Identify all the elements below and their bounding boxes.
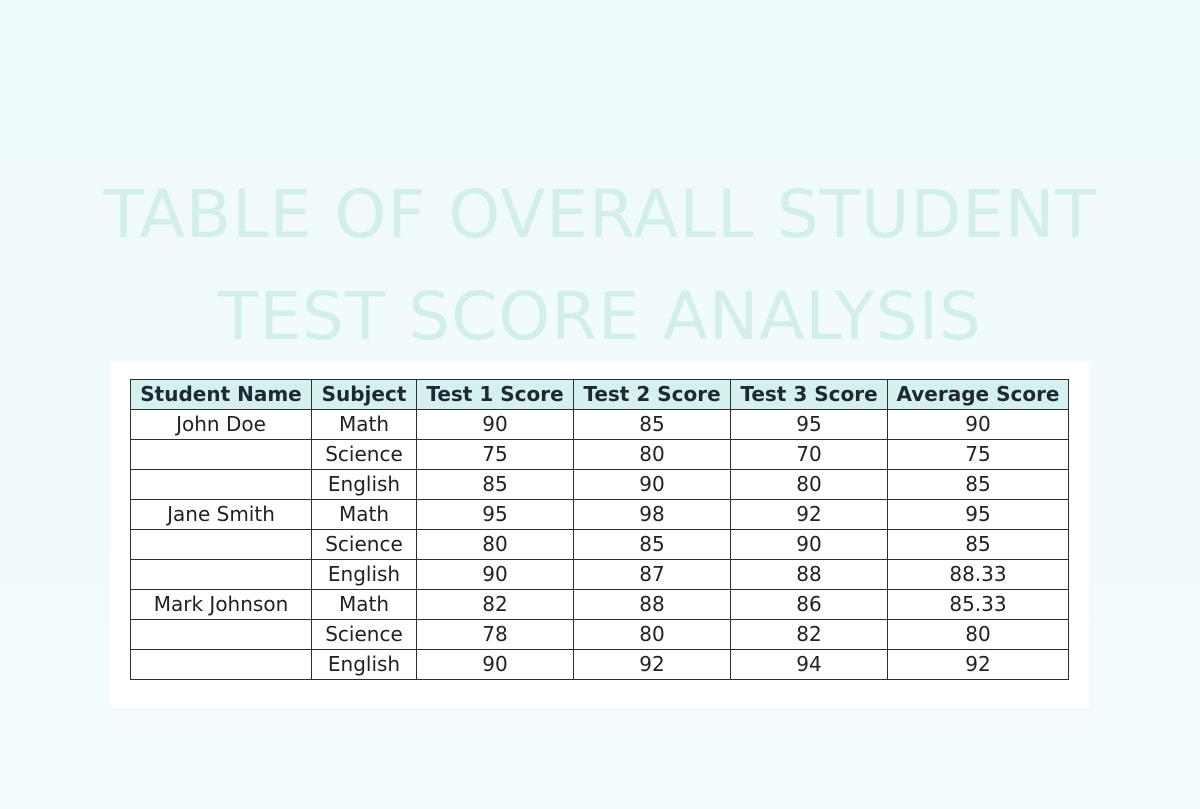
cell-test-1-score: 80 — [416, 529, 574, 560]
cell-test-1-score: 95 — [416, 499, 574, 530]
cell-test-2-score: 98 — [573, 499, 731, 530]
table-row: John Doe Math 90 85 95 90 — [130, 409, 1069, 440]
table-row: Science 75 80 70 75 — [130, 439, 1069, 470]
cell-test-2-score: 92 — [573, 649, 731, 680]
cell-test-3-score: 86 — [730, 589, 888, 620]
header-test-1-score: Test 1 Score — [416, 379, 574, 410]
cell-test-2-score: 80 — [573, 439, 731, 470]
cell-test-1-score: 85 — [416, 469, 574, 500]
cell-subject: Science — [311, 439, 417, 470]
cell-student-name — [130, 469, 312, 500]
cell-test-1-score: 90 — [416, 409, 574, 440]
cell-average-score: 85.33 — [887, 589, 1069, 620]
cell-test-2-score: 90 — [573, 469, 731, 500]
cell-test-3-score: 70 — [730, 439, 888, 470]
cell-subject: English — [311, 649, 417, 680]
cell-test-3-score: 88 — [730, 559, 888, 590]
cell-average-score: 85 — [887, 529, 1069, 560]
header-test-3-score: Test 3 Score — [730, 379, 888, 410]
cell-student-name: Jane Smith — [130, 499, 312, 530]
cell-student-name — [130, 649, 312, 680]
cell-subject: Math — [311, 409, 417, 440]
cell-student-name — [130, 619, 312, 650]
cell-average-score: 95 — [887, 499, 1069, 530]
page-title: TABLE OF OVERALL STUDENT TEST SCORE ANAL… — [0, 164, 1200, 368]
page-title-line-1: TABLE OF OVERALL STUDENT — [103, 176, 1097, 254]
cell-subject: English — [311, 559, 417, 590]
cell-test-3-score: 94 — [730, 649, 888, 680]
cell-test-2-score: 85 — [573, 409, 731, 440]
cell-student-name — [130, 529, 312, 560]
cell-subject: Science — [311, 529, 417, 560]
header-test-2-score: Test 2 Score — [573, 379, 731, 410]
cell-test-2-score: 87 — [573, 559, 731, 590]
cell-average-score: 80 — [887, 619, 1069, 650]
cell-average-score: 88.33 — [887, 559, 1069, 590]
cell-average-score: 92 — [887, 649, 1069, 680]
table-row: Mark Johnson Math 82 88 86 85.33 — [130, 589, 1069, 620]
header-average-score: Average Score — [887, 379, 1069, 410]
cell-test-2-score: 80 — [573, 619, 731, 650]
table-row: Science 80 85 90 85 — [130, 529, 1069, 560]
table-row: English 90 87 88 88.33 — [130, 559, 1069, 590]
cell-test-1-score: 78 — [416, 619, 574, 650]
table-sheet: Student Name Subject Test 1 Score Test 2… — [110, 362, 1089, 708]
page-title-line-2: TEST SCORE ANALYSIS — [218, 278, 982, 356]
cell-test-1-score: 90 — [416, 649, 574, 680]
cell-student-name — [130, 439, 312, 470]
table-row: English 85 90 80 85 — [130, 469, 1069, 500]
cell-average-score: 75 — [887, 439, 1069, 470]
cell-average-score: 90 — [887, 409, 1069, 440]
cell-average-score: 85 — [887, 469, 1069, 500]
cell-test-3-score: 80 — [730, 469, 888, 500]
cell-student-name — [130, 559, 312, 590]
cell-test-2-score: 85 — [573, 529, 731, 560]
cell-test-3-score: 82 — [730, 619, 888, 650]
cell-test-2-score: 88 — [573, 589, 731, 620]
cell-test-1-score: 82 — [416, 589, 574, 620]
score-table: Student Name Subject Test 1 Score Test 2… — [130, 379, 1069, 680]
cell-subject: Math — [311, 499, 417, 530]
table-row: English 90 92 94 92 — [130, 649, 1069, 680]
cell-subject: Science — [311, 619, 417, 650]
cell-test-1-score: 75 — [416, 439, 574, 470]
cell-test-3-score: 90 — [730, 529, 888, 560]
cell-subject: English — [311, 469, 417, 500]
cell-student-name: Mark Johnson — [130, 589, 312, 620]
cell-student-name: John Doe — [130, 409, 312, 440]
cell-test-3-score: 92 — [730, 499, 888, 530]
table-row: Jane Smith Math 95 98 92 95 — [130, 499, 1069, 530]
cell-test-1-score: 90 — [416, 559, 574, 590]
header-student-name: Student Name — [130, 379, 312, 410]
cell-test-3-score: 95 — [730, 409, 888, 440]
table-row: Science 78 80 82 80 — [130, 619, 1069, 650]
header-subject: Subject — [311, 379, 417, 410]
cell-subject: Math — [311, 589, 417, 620]
table-header-row: Student Name Subject Test 1 Score Test 2… — [130, 379, 1069, 410]
